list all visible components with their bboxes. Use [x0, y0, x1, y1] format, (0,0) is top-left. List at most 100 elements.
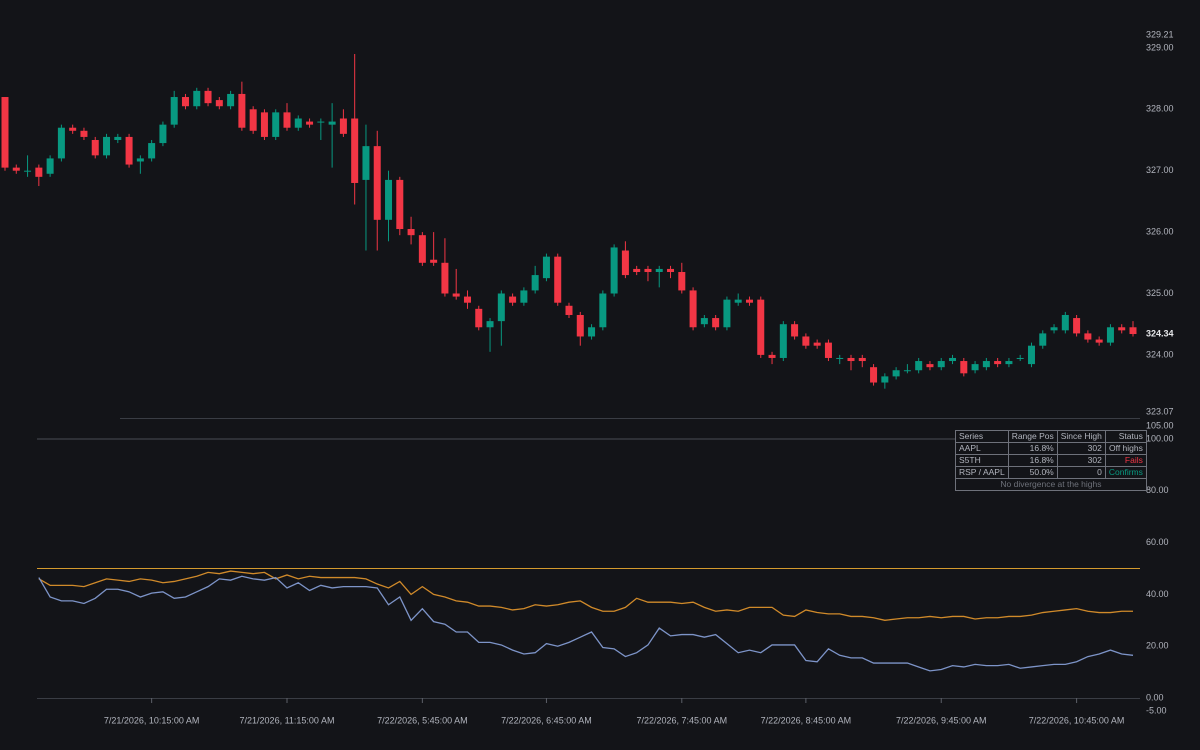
candle-body: [1084, 333, 1092, 340]
candle-body: [531, 275, 539, 291]
candle-body: [779, 324, 787, 358]
candle-body: [317, 121, 325, 123]
candle-body: [599, 293, 607, 328]
y-tick-label: 326.00: [1146, 226, 1174, 236]
candle-body: [847, 357, 855, 362]
status-table: Series Range Pos Since High Status AAPL 16.8%…: [955, 430, 1147, 491]
candle-body: [712, 318, 720, 328]
candle-body: [937, 361, 945, 368]
candle-body: [306, 121, 314, 125]
candle-body: [238, 93, 246, 128]
candle-body: [441, 262, 449, 294]
candle-body: [655, 268, 663, 273]
candle-body: [667, 268, 675, 273]
candle-body: [159, 124, 167, 144]
y-tick-label: 324.00: [1146, 349, 1174, 359]
table-cell: Status: [1104, 430, 1147, 443]
candle-body: [193, 90, 201, 107]
x-tick-label: 7/21/2026, 11:15:00 AM: [240, 715, 335, 725]
candle-body: [858, 357, 866, 362]
candle-body: [1118, 327, 1126, 331]
candle-body: [1005, 361, 1013, 365]
candle-body: [486, 321, 494, 328]
candle-body: [565, 305, 573, 315]
candle-body: [12, 167, 20, 171]
y-tick-label: 329.21: [1146, 29, 1174, 39]
candle-body: [509, 296, 517, 303]
table-cell: 302: [1056, 442, 1106, 455]
candle-body: [824, 342, 832, 358]
candle-body: [125, 136, 133, 165]
candle-body: [870, 367, 878, 383]
candle-body: [91, 139, 99, 156]
y-tick-label: 20.00: [1146, 641, 1169, 651]
x-tick-label: 7/22/2026, 8:45:00 AM: [761, 715, 852, 725]
x-tick-label: 7/22/2026, 10:45:00 AM: [1029, 715, 1125, 725]
candle-body: [1039, 333, 1047, 346]
candle-body: [452, 293, 460, 297]
candle-body: [475, 308, 483, 328]
indicator-line: [38, 570, 1133, 621]
table-row: RSP / AAPL 50.0% 0 Confirms: [955, 466, 1147, 479]
candle-body: [554, 256, 562, 303]
candle-body: [768, 354, 776, 358]
candle-body: [294, 118, 302, 128]
table-cell: AAPL: [955, 442, 1009, 455]
candle-body: [949, 357, 957, 362]
candle-body: [723, 299, 731, 328]
table-row: No divergence at the highs: [955, 478, 1147, 491]
table-cell: S5TH: [955, 454, 1009, 467]
table-cell: Fails: [1104, 454, 1147, 467]
x-tick-label: 7/22/2026, 9:45:00 AM: [896, 715, 987, 725]
candle-body: [1095, 339, 1103, 343]
candle-body: [1027, 345, 1035, 365]
table-cell: No divergence at the highs: [955, 478, 1147, 491]
y-tick-label: 327.00: [1146, 165, 1174, 175]
indicator-line: [38, 575, 1134, 672]
table-cell: 302: [1056, 454, 1106, 467]
candle-body: [700, 318, 708, 325]
candle-body: [520, 290, 528, 303]
candle-body: [802, 336, 810, 346]
candle-body: [204, 90, 212, 104]
candle-body: [385, 179, 393, 220]
candle-body: [103, 136, 111, 156]
table-cell: Series: [955, 430, 1009, 443]
candle-body: [148, 143, 156, 159]
x-tick-label: 7/22/2026, 7:45:00 AM: [637, 715, 728, 725]
candle-body: [215, 100, 223, 107]
candle-body: [373, 146, 381, 220]
candle-body: [497, 293, 505, 322]
y-tick-label: 80.00: [1146, 485, 1169, 495]
candle-body: [1050, 327, 1058, 331]
y-tick-label: 0.00: [1146, 692, 1164, 702]
candle-body: [960, 361, 968, 374]
x-tick-label: 7/22/2026, 5:45:00 AM: [377, 715, 468, 725]
candle-body: [35, 167, 43, 177]
candle-body: [1, 97, 9, 168]
candle-body: [982, 361, 990, 368]
table-row: AAPL 16.8% 302 Off highs: [955, 442, 1147, 455]
candle-body: [80, 130, 88, 137]
candle-body: [633, 268, 641, 273]
table-cell: 16.8%: [1007, 442, 1058, 455]
table-row: S5TH 16.8% 302 Fails: [955, 454, 1147, 467]
candle-body: [1106, 327, 1114, 343]
candle-body: [610, 247, 618, 294]
candle-body: [407, 229, 415, 236]
table-cell: RSP / AAPL: [955, 466, 1009, 479]
y-tick-label: 105.00: [1146, 420, 1174, 430]
table-cell: 16.8%: [1007, 454, 1058, 467]
candle-body: [24, 170, 32, 172]
candle-body: [881, 376, 889, 383]
candle-body: [621, 250, 629, 276]
candle-body: [227, 93, 235, 107]
candle-body: [170, 97, 178, 125]
candle-body: [283, 112, 291, 128]
candle-body: [791, 324, 799, 337]
candle-body: [1073, 318, 1081, 334]
table-row: Series Range Pos Since High Status: [955, 430, 1147, 443]
table-cell: 0: [1056, 466, 1106, 479]
candle-body: [734, 299, 742, 303]
candle-body: [69, 127, 77, 131]
